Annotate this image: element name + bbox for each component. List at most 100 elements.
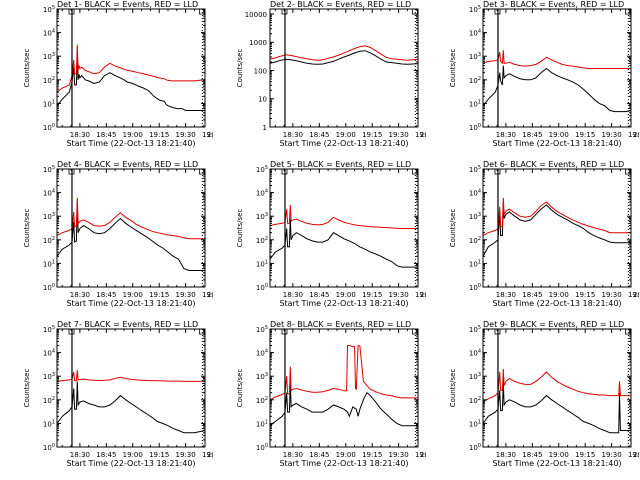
y-tick-label: 105 (469, 5, 481, 14)
chart-title: Det 1- BLACK = Events, RED = LLD (57, 0, 198, 9)
series-line-lld (483, 50, 631, 69)
y-tick-label: 105 (256, 325, 268, 334)
x-tick-label: 18:45 (96, 451, 116, 459)
series-line-events (270, 50, 418, 65)
x-tick-label: 19:00 (123, 291, 143, 299)
chart-title: Det 7- BLACK = Events, RED = LLD (57, 320, 198, 329)
x-tick-label: 19:30 (176, 451, 196, 459)
chart-panel: Det 6- BLACK = Events, RED = LLD Counts/s… (449, 160, 639, 308)
series-line-events (483, 381, 631, 434)
y-tick-label: 101 (256, 259, 268, 268)
x-tick-label: 19:15 (362, 131, 382, 139)
chart-panel: Det 4- BLACK = Events, RED = LLD Counts/s… (23, 160, 213, 308)
x-tick-label: 19:00 (336, 131, 356, 139)
x-tick-label: 18:30 (70, 131, 90, 139)
x-tick-label: 19:45 (202, 131, 213, 139)
y-tick-label: 103 (43, 372, 55, 381)
x-tick-label: 20:00 (633, 451, 639, 459)
x-tick-label: 20:00 (207, 451, 213, 459)
x-axis-label: Start Time (22-Oct-13 18:21:40) (279, 459, 408, 468)
x-tick-label: 19:45 (415, 131, 426, 139)
y-tick-label: 102 (256, 396, 268, 405)
x-tick-label: 18:45 (522, 451, 542, 459)
series-line-events (483, 201, 631, 257)
x-tick-label: 19:45 (415, 291, 426, 299)
x-tick-label: 19:00 (549, 291, 569, 299)
y-axis-label: Counts/sec (449, 369, 457, 408)
x-tick-label: 19:45 (415, 451, 426, 459)
chart-title: Det 8- BLACK = Events, RED = LLD (270, 320, 411, 329)
x-tick-label: 19:30 (602, 131, 622, 139)
y-tick-label: 103 (256, 372, 268, 381)
plot-frame (56, 328, 206, 448)
y-axis-label: Counts/sec (23, 49, 31, 88)
plot-frame (56, 8, 206, 128)
y-tick-label: 104 (43, 29, 55, 38)
series-line-lld (270, 344, 418, 401)
x-tick-label: 19:00 (549, 451, 569, 459)
plot-frame (482, 328, 632, 448)
x-axis-label: Start Time (22-Oct-13 18:21:40) (66, 299, 195, 308)
chart-panel: Det 8- BLACK = Events, RED = LLD Counts/s… (236, 320, 426, 468)
series-line-lld (270, 204, 418, 229)
y-tick-label: 104 (43, 189, 55, 198)
x-tick-label: 19:45 (202, 451, 213, 459)
chart-title: Det 9- BLACK = Events, RED = LLD (483, 320, 624, 329)
plot-frame (482, 168, 632, 288)
x-tick-label: 18:45 (96, 131, 116, 139)
y-tick-label: 10000 (245, 11, 267, 19)
chart-title: Det 3- BLACK = Events, RED = LLD (483, 0, 624, 9)
y-tick-label: 102 (43, 396, 55, 405)
y-tick-label: 104 (469, 349, 481, 358)
series-line-lld (57, 370, 205, 382)
x-tick-label: 20:00 (207, 131, 213, 139)
x-tick-label: 18:45 (309, 131, 329, 139)
x-tick-label: 19:45 (628, 291, 639, 299)
y-tick-label: 104 (469, 29, 481, 38)
x-tick-label: 18:30 (70, 291, 90, 299)
chart-title: Det 5- BLACK = Events, RED = LLD (270, 160, 411, 169)
y-tick-label: 100 (469, 123, 481, 132)
y-tick-label: 103 (43, 212, 55, 221)
y-tick-label: 101 (256, 419, 268, 428)
y-tick-label: 102 (43, 236, 55, 245)
series-line-events (270, 218, 418, 268)
x-tick-label: 19:45 (202, 291, 213, 299)
series-line-lld (483, 369, 631, 403)
y-axis-label: Counts/sec (236, 369, 244, 408)
y-axis-label: Counts/sec (236, 49, 244, 88)
plot-frame (269, 328, 419, 448)
chart-panel: Det 7- BLACK = Events, RED = LLD Counts/s… (23, 320, 213, 468)
x-tick-label: 19:15 (575, 451, 595, 459)
x-tick-label: 19:00 (336, 451, 356, 459)
y-tick-label: 102 (469, 396, 481, 405)
y-tick-label: 104 (469, 189, 481, 198)
x-axis-label: Start Time (22-Oct-13 18:21:40) (492, 139, 621, 148)
x-tick-label: 19:30 (176, 131, 196, 139)
series-line-lld (57, 44, 205, 93)
chart-panel: Det 1- BLACK = Events, RED = LLD Counts/s… (23, 0, 213, 148)
x-axis-label: Start Time (22-Oct-13 18:21:40) (492, 459, 621, 468)
y-tick-label: 100 (469, 283, 481, 292)
y-tick-label: 104 (256, 189, 268, 198)
y-axis-label: Counts/sec (23, 369, 31, 408)
x-tick-label: 19:00 (123, 131, 143, 139)
x-tick-label: 18:45 (309, 291, 329, 299)
y-tick-label: 100 (256, 283, 268, 292)
chart-panel: Det 2- BLACK = Events, RED = LLD Counts/s… (236, 0, 426, 148)
y-axis-label: Counts/sec (236, 209, 244, 248)
plot-frame (269, 168, 419, 288)
x-tick-label: 20:00 (420, 451, 426, 459)
chart-title: Det 2- BLACK = Events, RED = LLD (270, 0, 411, 9)
x-axis-label: Start Time (22-Oct-13 18:21:40) (279, 139, 408, 148)
y-tick-label: 101 (43, 99, 55, 108)
x-tick-label: 18:45 (522, 291, 542, 299)
x-tick-label: 19:00 (123, 451, 143, 459)
x-axis-label: Start Time (22-Oct-13 18:21:40) (279, 299, 408, 308)
y-tick-label: 10 (258, 96, 267, 104)
x-tick-label: 19:15 (149, 451, 169, 459)
y-tick-label: 105 (43, 165, 55, 174)
y-tick-label: 103 (469, 52, 481, 61)
x-tick-label: 19:00 (549, 131, 569, 139)
y-tick-label: 103 (43, 52, 55, 61)
